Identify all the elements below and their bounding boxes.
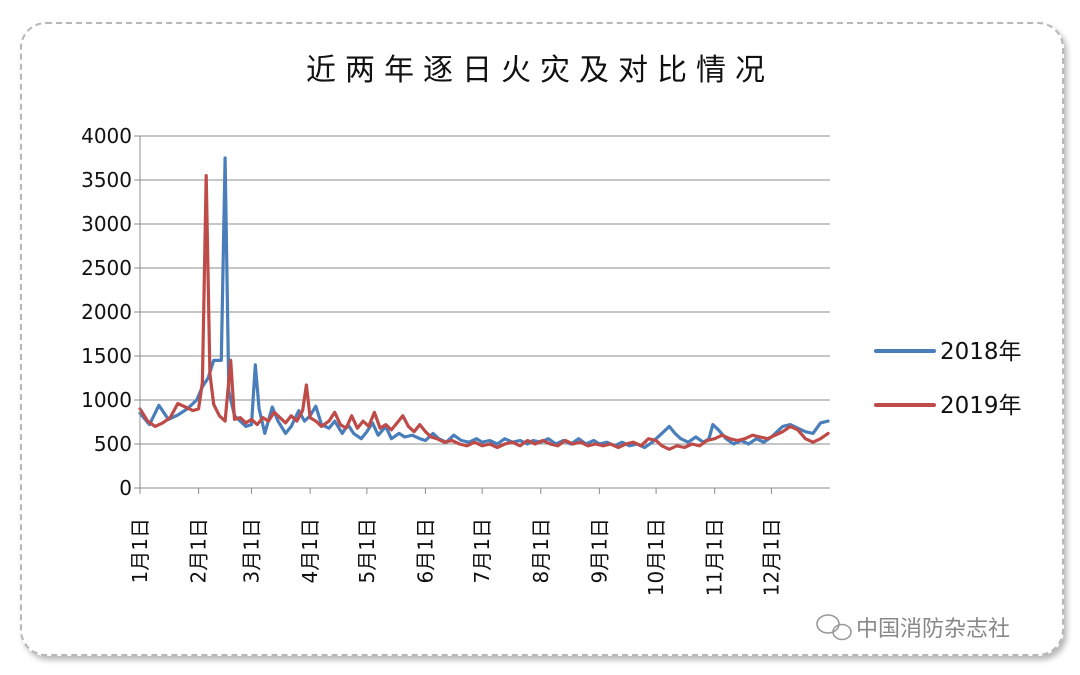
y-tick-label: 500 [94, 432, 132, 456]
y-tick-label: 1000 [81, 388, 132, 412]
x-tick-label: 2月1日 [187, 518, 211, 583]
x-tick-label: 3月1日 [240, 518, 264, 583]
y-tick-label: 2000 [81, 300, 132, 324]
watermark-text: 中国消防杂志社 [856, 617, 1010, 642]
chart-card [20, 22, 1064, 656]
legend: 2018年 2019年 [874, 339, 1022, 419]
y-axis-ticks: 0 500 1000 1500 2000 2500 3000 3500 4000 [81, 124, 140, 500]
wechat-icon [816, 614, 852, 641]
series-lines [138, 156, 830, 451]
y-tick-label: 3500 [81, 168, 132, 192]
y-tick-label: 3000 [81, 212, 132, 236]
chart-title: 近两年逐日火灾及对比情况 [306, 53, 774, 88]
x-tick-label: 11月1日 [703, 518, 727, 596]
x-tick-label: 9月1日 [587, 518, 611, 583]
x-tick-label: 1月1日 [128, 518, 152, 583]
series-line-2 [138, 174, 830, 451]
legend-label-2: 2019年 [940, 393, 1022, 419]
y-tick-label: 4000 [81, 124, 132, 148]
series-line-1 [138, 156, 830, 450]
y-tick-label: 1500 [81, 344, 132, 368]
x-tick-label: 5月1日 [355, 518, 379, 583]
x-tick-label: 12月1日 [759, 518, 783, 596]
gridlines [140, 135, 830, 445]
legend-label-1: 2018年 [940, 339, 1022, 365]
y-tick-label: 0 [119, 476, 132, 500]
y-tick-label: 2500 [81, 256, 132, 280]
x-tick-label: 6月1日 [413, 518, 437, 583]
x-axis-ticks: 1月1日 2月1日 3月1日 4月1日 5月1日 6月1日 7月1日 8月1日 9月1日 10月1… [128, 488, 783, 596]
x-tick-label: 4月1日 [298, 518, 322, 583]
watermark: 中国消防杂志社 [816, 614, 1010, 642]
x-tick-label: 10月1日 [644, 518, 668, 596]
x-tick-label: 8月1日 [529, 518, 553, 583]
x-tick-label: 7月1日 [470, 518, 494, 583]
